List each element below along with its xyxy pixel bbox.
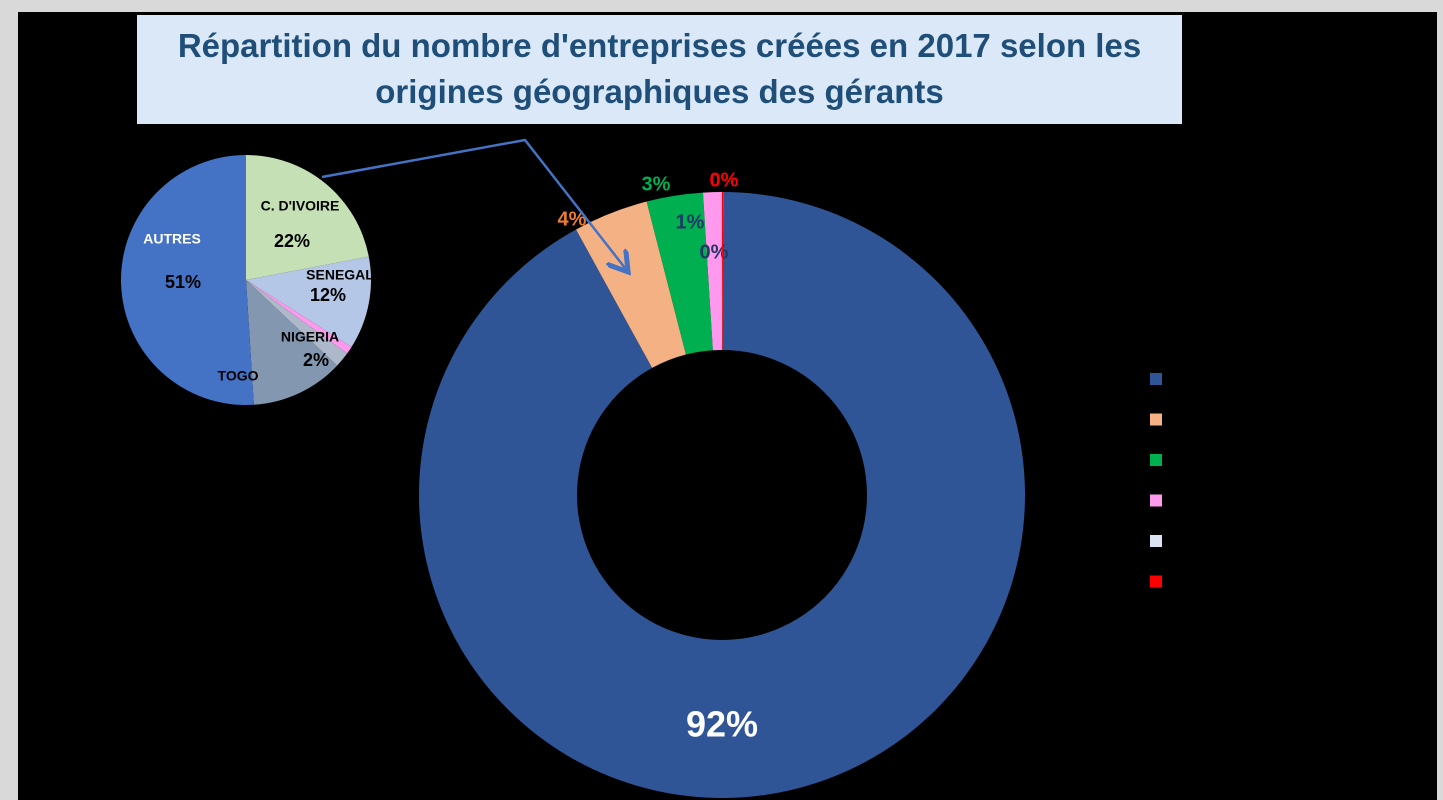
legend-swatch xyxy=(1150,454,1162,466)
pie-slice xyxy=(246,280,352,354)
data-label: 22% xyxy=(274,231,310,251)
category-label: AUTRES xyxy=(143,231,201,247)
legend-swatch xyxy=(1150,373,1162,385)
donut-segment xyxy=(722,192,724,351)
pie-slice xyxy=(246,256,372,347)
legend-swatch xyxy=(1150,494,1162,507)
data-label: 0% xyxy=(710,169,739,191)
donut-segment xyxy=(702,192,722,351)
data-label: 4% xyxy=(558,208,587,230)
pie-slice xyxy=(246,280,348,366)
pie-slice xyxy=(121,155,254,405)
donut-segment xyxy=(419,192,1025,798)
pie xyxy=(121,155,372,405)
donut-segment xyxy=(646,192,713,355)
data-label: 92% xyxy=(686,704,758,745)
data-label: 51% xyxy=(165,272,201,292)
legend xyxy=(1150,373,1162,588)
category-label: TOGO xyxy=(218,368,259,384)
pie-slice xyxy=(246,280,338,405)
data-label: 2% xyxy=(303,350,329,370)
data-label: 0% xyxy=(700,241,729,263)
data-label: 3% xyxy=(642,173,671,195)
legend-swatch xyxy=(1150,413,1162,426)
pie-labels: C. D'IVOIRE 22% SENEGAL 12% NIGERIA 2% TOGO AUT… xyxy=(143,198,374,384)
data-label: 1% xyxy=(676,211,705,233)
connector-arrow xyxy=(321,138,625,268)
category-label: SENEGAL xyxy=(306,267,374,283)
donut: 92%4%3%1%0%0% xyxy=(419,169,1025,798)
chart-title: Répartition du nombre d'entreprises créé… xyxy=(137,15,1182,124)
data-label: 12% xyxy=(310,285,346,305)
legend-swatch xyxy=(1150,575,1162,588)
category-label: NIGERIA xyxy=(281,329,339,345)
category-label: C. D'IVOIRE xyxy=(261,198,340,214)
legend-swatch xyxy=(1150,535,1162,547)
pie-slice xyxy=(246,155,369,280)
donut-segment xyxy=(576,201,686,368)
